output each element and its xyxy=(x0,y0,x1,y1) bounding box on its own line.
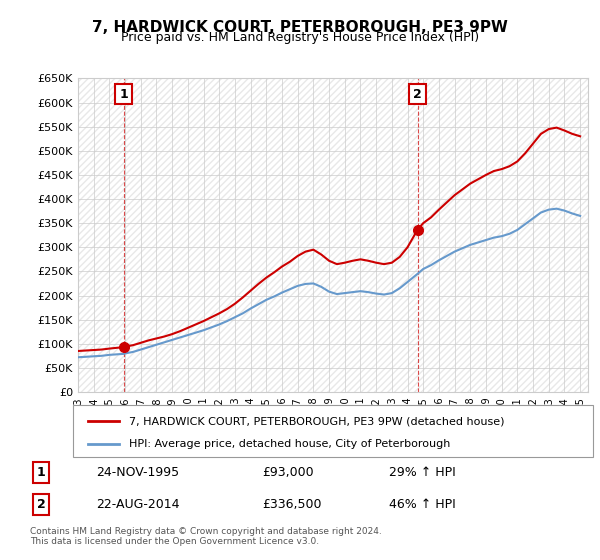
Text: 7, HARDWICK COURT, PETERBOROUGH, PE3 9PW (detached house): 7, HARDWICK COURT, PETERBOROUGH, PE3 9PW… xyxy=(129,416,505,426)
Text: 1: 1 xyxy=(37,466,46,479)
Text: 46% ↑ HPI: 46% ↑ HPI xyxy=(389,498,455,511)
Text: HPI: Average price, detached house, City of Peterborough: HPI: Average price, detached house, City… xyxy=(129,439,451,449)
Text: 24-NOV-1995: 24-NOV-1995 xyxy=(96,466,179,479)
FancyBboxPatch shape xyxy=(73,405,593,457)
Text: 29% ↑ HPI: 29% ↑ HPI xyxy=(389,466,455,479)
Text: 7, HARDWICK COURT, PETERBOROUGH, PE3 9PW: 7, HARDWICK COURT, PETERBOROUGH, PE3 9PW xyxy=(92,20,508,35)
Text: £93,000: £93,000 xyxy=(262,466,313,479)
Text: Contains HM Land Registry data © Crown copyright and database right 2024.
This d: Contains HM Land Registry data © Crown c… xyxy=(30,526,382,546)
Text: 2: 2 xyxy=(413,87,422,101)
Text: Price paid vs. HM Land Registry's House Price Index (HPI): Price paid vs. HM Land Registry's House … xyxy=(121,31,479,44)
Text: 1: 1 xyxy=(119,87,128,101)
Text: £336,500: £336,500 xyxy=(262,498,322,511)
Text: 2: 2 xyxy=(37,498,46,511)
Text: 22-AUG-2014: 22-AUG-2014 xyxy=(96,498,180,511)
